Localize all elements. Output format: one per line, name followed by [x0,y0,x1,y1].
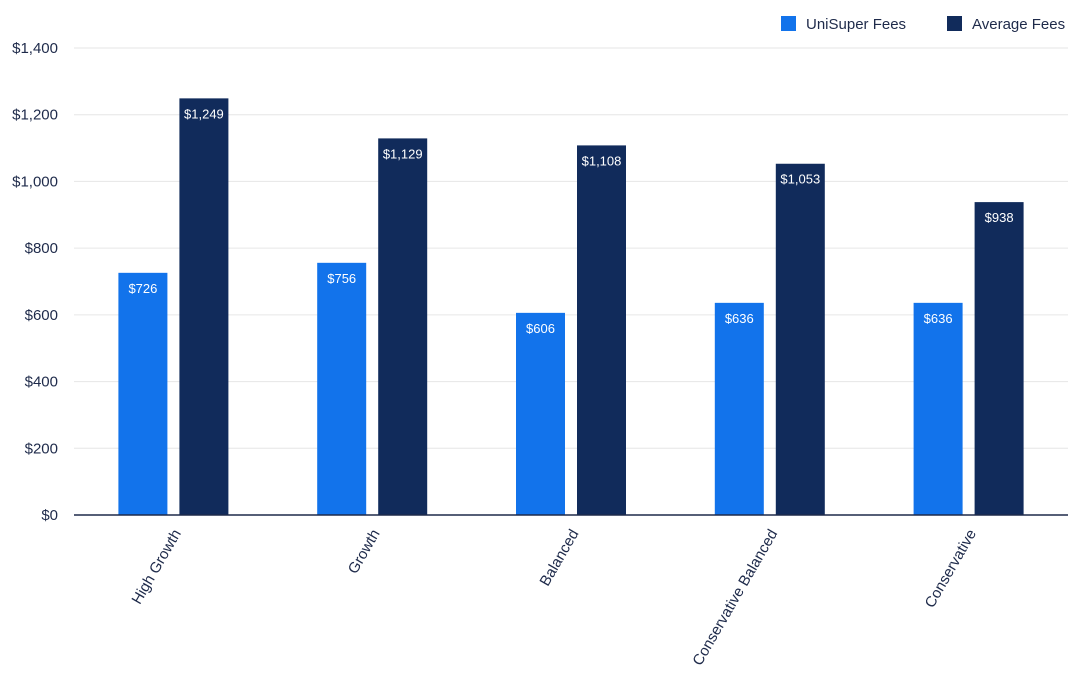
legend-swatch [947,16,962,31]
bar-average-fees-balanced [577,145,626,515]
y-axis-ticks: $0 $200 $400 $600 $800 $1,000 $1,200 $1,400 [12,40,58,524]
bar-average-fees-growth [378,138,428,515]
legend-label: Average Fees [972,16,1065,33]
bar-average-fees-high-growth [179,98,229,515]
bar-unisuper-fees-balanced [516,312,565,515]
bar-unisuper-fees-conservative-balanced [714,302,764,515]
bar-unisuper-fees-growth [317,262,367,515]
bar-value-label: $636 [725,311,754,326]
x-tick-label-balanced: Balanced [536,527,582,590]
bar-average-fees-conservative-balanced [775,163,825,516]
x-tick-label-conservative-balanced: Conservative Balanced [689,527,781,669]
y-tick-label: $400 [25,374,58,391]
x-tick-label-high-growth: High Growth [128,527,184,608]
bar-value-label: $726 [128,281,157,296]
legend: UniSuper Fees Average Fees [781,16,1065,33]
y-tick-label: $200 [25,440,58,457]
bar-value-label: $1,053 [780,172,820,187]
bar-value-label: $1,249 [184,106,224,121]
grid-lines [74,47,1068,449]
bar-unisuper-fees-high-growth [118,272,168,515]
bar-value-label: $756 [327,271,356,286]
legend-label: UniSuper Fees [806,16,906,33]
y-tick-label: $600 [25,307,58,324]
bar-value-label: $636 [924,311,953,326]
y-tick-label: $1,400 [12,40,58,57]
x-tick-label-growth: Growth [345,527,384,577]
bar-value-label: $606 [526,321,555,336]
bar-value-label: $938 [985,210,1014,225]
bar-average-fees-conservative [974,202,1024,516]
x-axis-category-labels: High Growth Growth Balanced Conservative Ba… [128,527,980,669]
bar-value-label: $1,108 [582,153,622,168]
y-tick-label: $1,000 [12,173,58,190]
legend-swatch [781,16,796,31]
legend-item-average-fees[interactable]: Average Fees [947,16,1065,33]
bar-unisuper-fees-conservative [913,302,963,515]
x-tick-label-conservative: Conservative [922,527,980,611]
legend-item-unisuper-fees[interactable]: UniSuper Fees [781,16,906,33]
y-tick-label: $0 [41,507,58,524]
y-tick-label: $800 [25,240,58,257]
bar-value-labels: $726 $1,249 $756 $1,129 $606 $1,108 $636 $1,053… [128,106,1013,335]
bars [118,98,1024,516]
bar-value-label: $1,129 [383,146,423,161]
y-tick-label: $1,200 [12,107,58,124]
